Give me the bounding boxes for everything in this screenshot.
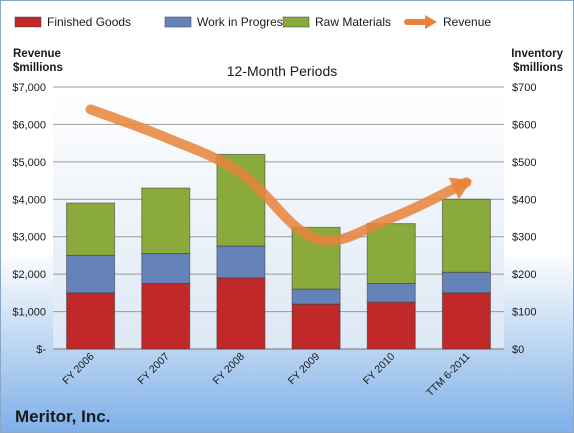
legend-arrow-revenue: [425, 15, 437, 29]
legend: Finished Goods Work in Progress Raw Materi…: [14, 15, 491, 29]
right-tick-label: $700: [512, 82, 536, 94]
x-tick-label: FY 2009: [286, 351, 323, 388]
x-tick-label: FY 2007: [135, 351, 172, 388]
bar-raw-materials: [141, 187, 191, 255]
right-tick-label: $600: [512, 119, 536, 131]
bar-finished-goods: [66, 292, 116, 350]
company-name: Meritor, Inc.: [15, 407, 110, 426]
left-tick-label: $1,000: [12, 307, 46, 319]
bar-work-in-progress: [441, 271, 491, 294]
bar-work-in-progress: [141, 253, 191, 285]
x-tick-label: FY 2008: [211, 351, 248, 388]
legend-swatch: [282, 16, 310, 28]
right-tick-label: $200: [512, 269, 536, 281]
right-tick-label: $300: [512, 232, 536, 244]
bar-work-in-progress: [66, 254, 116, 294]
bar-raw-materials: [66, 202, 116, 256]
right-tick-label: $100: [512, 307, 536, 319]
left-tick-label: $3,000: [12, 232, 46, 244]
bar-finished-goods: [216, 277, 266, 350]
revenue-line: [85, 104, 472, 246]
chart-title: 12-Month Periods: [227, 63, 338, 79]
bar-finished-goods: [141, 283, 191, 350]
legend-label: Raw Materials: [315, 15, 391, 29]
right-tick-label: $500: [512, 157, 536, 169]
right-tick-label: $0: [512, 344, 524, 356]
left-axis-title: $millions: [13, 62, 63, 74]
right-axis-title: $millions: [513, 62, 563, 74]
bar-work-in-progress: [216, 245, 266, 279]
legend-label: Revenue: [443, 15, 491, 29]
plot-background: [53, 87, 504, 349]
legend-swatch: [164, 16, 192, 28]
left-tick-label: $7,000: [12, 82, 46, 94]
bar-work-in-progress: [291, 288, 341, 305]
x-tick-label: FY 2006: [60, 351, 97, 388]
legend-label: Work in Progress: [197, 15, 289, 29]
right-tick-label: $400: [512, 194, 536, 206]
x-tick-label: TTM 6-2011: [424, 351, 472, 399]
left-tick-label: $5,000: [12, 157, 46, 169]
bar-finished-goods: [291, 303, 341, 350]
legend-swatch: [14, 16, 42, 28]
axis-titles: Revenue $millions Inventory $millions 12-Mon…: [13, 48, 564, 426]
left-tick-label: $-: [36, 344, 46, 356]
bar-finished-goods: [366, 301, 416, 350]
bar-raw-materials: [441, 198, 491, 273]
left-axis-title: Revenue: [13, 48, 61, 60]
left-tick-label: $4,000: [12, 194, 46, 206]
left-tick-label: $6,000: [12, 119, 46, 131]
bar-work-in-progress: [366, 283, 416, 303]
left-tick-label: $2,000: [12, 269, 46, 281]
bar-finished-goods: [441, 292, 491, 350]
legend-label: Finished Goods: [47, 15, 131, 29]
x-tick-label: FY 2010: [361, 351, 398, 388]
bar-raw-materials: [366, 223, 416, 285]
plot-area: $- $0 $1,000 $100 $2,000 $200 $3,000 $300 $4,000…: [12, 82, 536, 399]
right-axis-title: Inventory: [511, 48, 563, 60]
revenue-arrowhead: [448, 177, 472, 200]
